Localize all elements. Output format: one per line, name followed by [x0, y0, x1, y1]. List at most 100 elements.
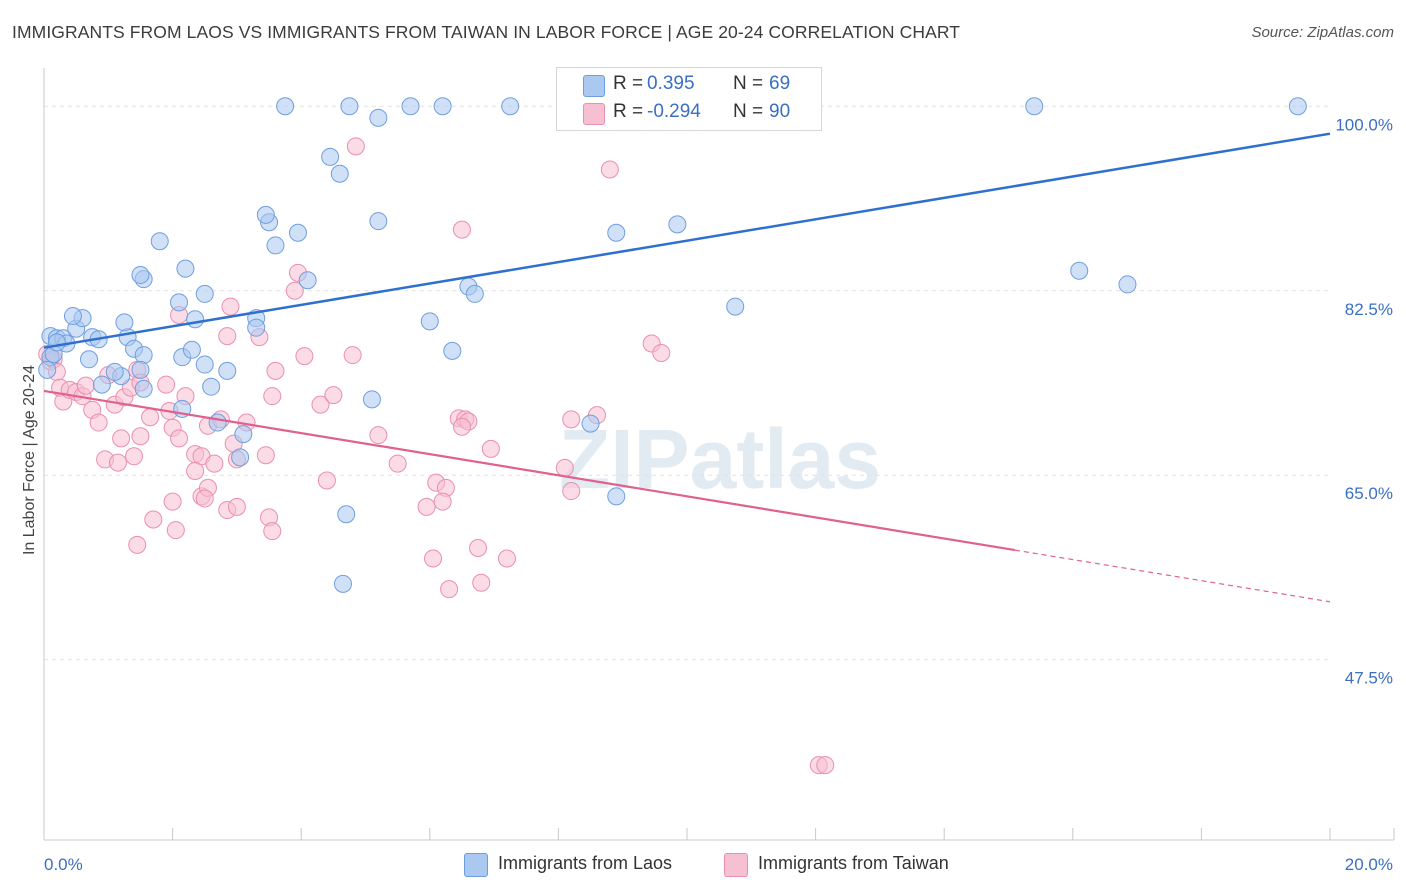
taiwan-point: [218, 327, 237, 346]
stats-row-laos: R = 0.395 N = 69: [557, 73, 821, 99]
taiwan-point: [472, 573, 491, 592]
laos-point: [726, 297, 745, 316]
taiwan-point: [555, 458, 574, 477]
taiwan-point: [311, 395, 330, 414]
taiwan-point: [440, 580, 459, 599]
taiwan-point: [141, 408, 160, 427]
taiwan-point: [417, 497, 436, 516]
laos-point: [362, 390, 381, 409]
y-tick-label: 82.5%: [1345, 300, 1393, 319]
taiwan-point: [369, 426, 388, 445]
laos-point: [581, 414, 600, 433]
laos-point: [80, 350, 99, 369]
taiwan-point: [186, 462, 205, 481]
taiwan-r-value: -0.294: [647, 101, 701, 122]
legend-item-taiwan[interactable]: Immigrants from Taiwan: [724, 852, 994, 877]
y-tick-label: 65.0%: [1345, 484, 1393, 503]
stats-box: R = 0.395 N = 69 R = -0.294 N = 90: [556, 67, 822, 131]
laos-point: [202, 377, 221, 396]
y-tick-label: 47.5%: [1345, 669, 1393, 688]
taiwan-point: [144, 510, 163, 529]
taiwan-point: [652, 343, 671, 362]
taiwan-point: [128, 535, 147, 554]
taiwan-point: [452, 220, 471, 239]
laos-point: [330, 164, 349, 183]
taiwan-point: [256, 446, 275, 465]
taiwan-point: [205, 454, 224, 473]
laos-point: [465, 284, 484, 303]
taiwan-point: [108, 453, 127, 472]
taiwan-point: [263, 387, 282, 406]
taiwan-point: [76, 376, 95, 395]
laos-point: [47, 333, 66, 352]
taiwan-point: [452, 417, 471, 436]
chart-title: IMMIGRANTS FROM LAOS VS IMMIGRANTS FROM …: [12, 22, 961, 42]
laos-point: [321, 147, 340, 166]
laos-point: [369, 108, 388, 127]
legend-laos-swatch: [464, 853, 488, 877]
laos-point: [607, 487, 626, 506]
laos-point: [63, 307, 82, 326]
taiwan-point: [125, 447, 144, 466]
taiwan-point: [263, 522, 282, 541]
laos-point: [288, 223, 307, 242]
taiwan-n-label: N =: [733, 101, 764, 122]
laos-n-value: 69: [769, 73, 791, 94]
laos-point: [501, 97, 520, 116]
taiwan-point: [317, 471, 336, 490]
watermark: ZIPatlas: [559, 412, 881, 506]
laos-point: [420, 312, 439, 331]
laos-point: [337, 505, 356, 524]
laos-point: [115, 313, 134, 332]
laos-point: [443, 341, 462, 360]
trend-lines: [43, 132, 1331, 603]
grid-lines: [44, 105, 1330, 661]
taiwan-point: [227, 497, 246, 516]
laos-point: [186, 310, 205, 329]
taiwan-point: [285, 281, 304, 300]
taiwan-n-value: 90: [769, 101, 791, 122]
taiwan-point: [481, 439, 500, 458]
taiwan-r-label: R =: [613, 101, 644, 122]
y-axis-label: In Labor Force | Age 20-24: [21, 364, 38, 556]
taiwan-point: [816, 756, 835, 775]
stats-row-taiwan: R = -0.294 N = 90: [557, 101, 821, 127]
taiwan-point: [170, 429, 189, 448]
taiwan-point: [343, 346, 362, 365]
taiwan-point: [195, 489, 214, 508]
taiwan-point: [388, 454, 407, 473]
taiwan-point: [131, 427, 150, 446]
laos-point: [195, 284, 214, 303]
taiwan-point: [497, 549, 516, 568]
taiwan-point: [295, 347, 314, 366]
laos-point: [92, 375, 111, 394]
taiwan-point: [89, 413, 108, 432]
taiwan-point: [157, 375, 176, 394]
laos-point: [150, 232, 169, 251]
laos-point: [134, 346, 153, 365]
laos-point: [182, 340, 201, 359]
taiwan-point: [562, 482, 581, 501]
laos-point: [1070, 261, 1089, 280]
laos-point: [1288, 97, 1307, 116]
axes: [43, 68, 1395, 841]
laos-point: [208, 413, 227, 432]
laos-point: [668, 215, 687, 234]
taiwan-point: [112, 429, 131, 448]
laos-point: [433, 97, 452, 116]
y-tick-label: 100.0%: [1335, 115, 1393, 134]
laos-point: [134, 379, 153, 398]
laos-point: [170, 293, 189, 312]
legend-laos-label: Immigrants from Laos: [498, 853, 673, 873]
laos-point: [195, 355, 214, 374]
laos-point: [218, 361, 237, 380]
taiwan-point: [433, 492, 452, 511]
legend-item-laos[interactable]: Immigrants from Laos: [464, 852, 714, 877]
laos-point: [234, 425, 253, 444]
laos-point: [1025, 97, 1044, 116]
taiwan-point: [163, 492, 182, 511]
taiwan-point: [324, 386, 343, 405]
laos-point: [247, 318, 266, 337]
laos-point: [276, 97, 295, 116]
